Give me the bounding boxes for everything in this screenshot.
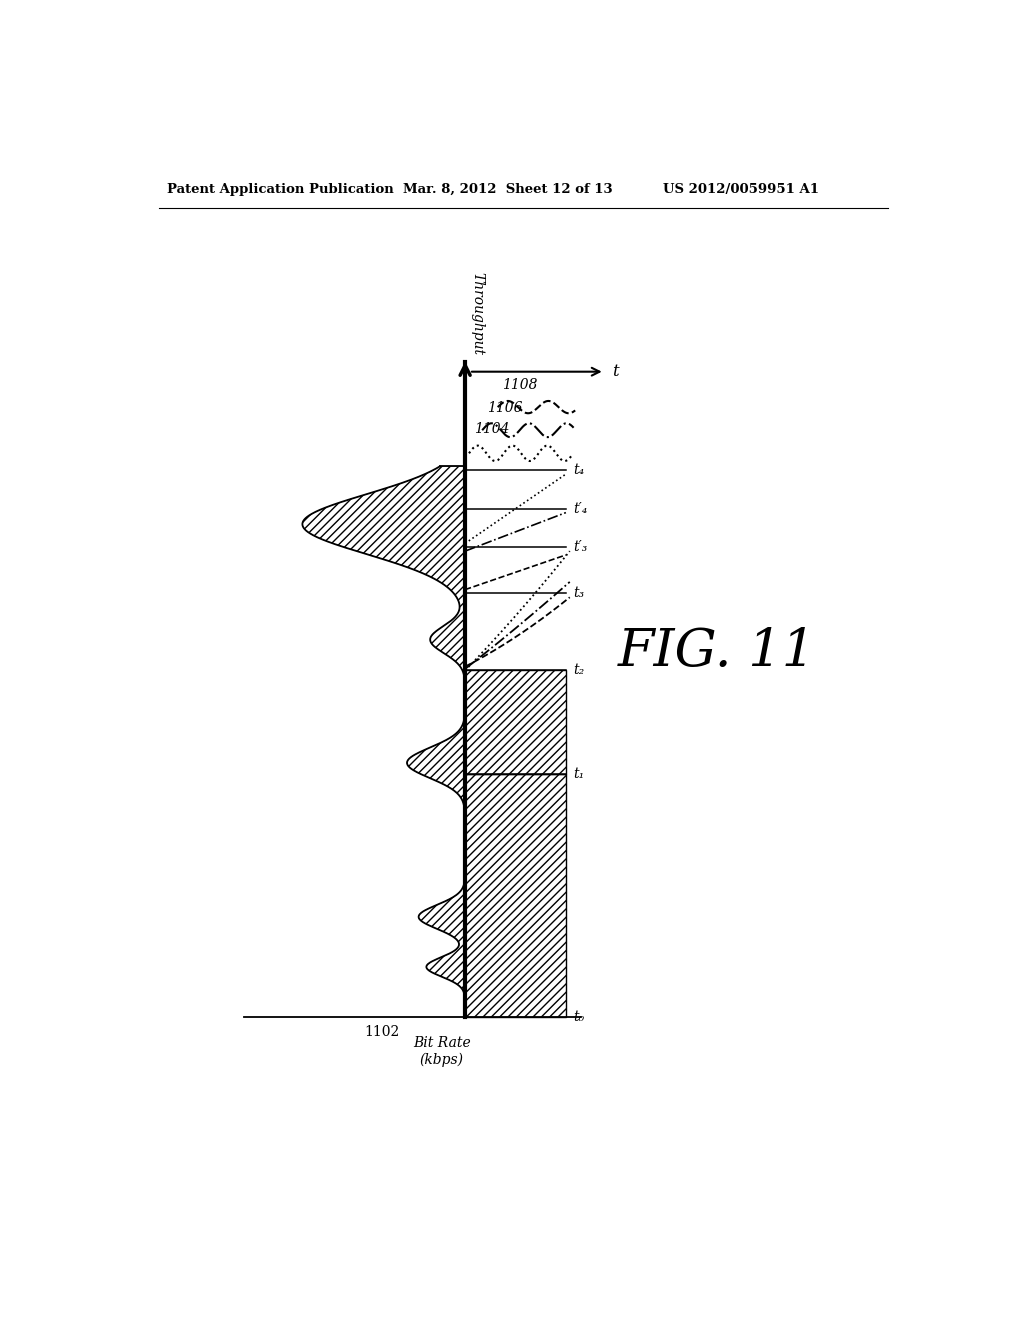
Text: t₀: t₀	[573, 1010, 585, 1024]
Text: t′₄: t′₄	[573, 502, 588, 516]
Text: Bit Rate
(kbps): Bit Rate (kbps)	[413, 1036, 471, 1067]
Text: t₁: t₁	[573, 767, 585, 781]
Text: 1106: 1106	[486, 401, 522, 414]
Text: 1102: 1102	[365, 1024, 399, 1039]
Text: 1108: 1108	[503, 378, 538, 392]
Bar	[465, 671, 566, 775]
Text: t: t	[612, 363, 618, 380]
Text: t₄: t₄	[573, 463, 585, 478]
Text: Throughput: Throughput	[471, 272, 484, 355]
Text: t₂: t₂	[573, 664, 585, 677]
Text: 1104: 1104	[474, 422, 510, 437]
Text: t′₃: t′₃	[573, 540, 588, 554]
Text: US 2012/0059951 A1: US 2012/0059951 A1	[663, 183, 819, 197]
Text: FIG. 11: FIG. 11	[617, 626, 816, 677]
Text: t₃: t₃	[573, 586, 585, 601]
Text: Patent Application Publication: Patent Application Publication	[167, 183, 393, 197]
Text: Mar. 8, 2012  Sheet 12 of 13: Mar. 8, 2012 Sheet 12 of 13	[403, 183, 612, 197]
Bar	[465, 775, 566, 1016]
